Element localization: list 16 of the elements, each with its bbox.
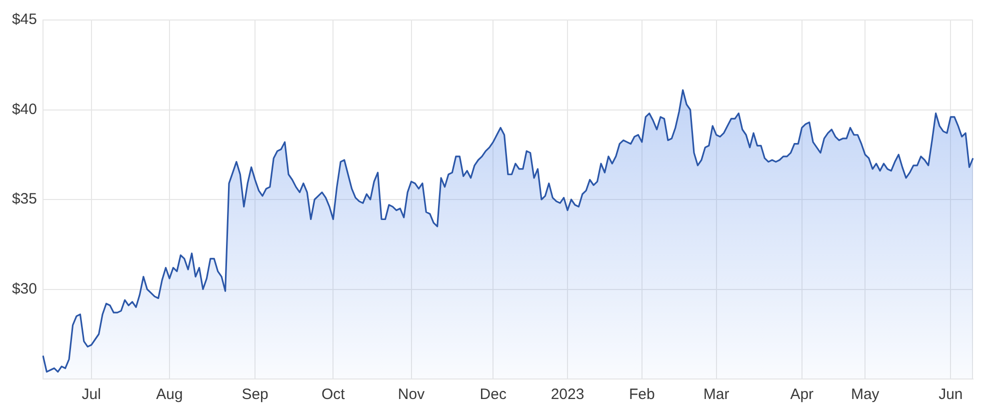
x-tick-label: Jun: [938, 386, 963, 404]
y-tick-label: $40: [12, 100, 37, 118]
x-tick-label: 2023: [550, 386, 584, 404]
x-tick-label: Feb: [628, 386, 655, 404]
x-tick-label: Aug: [156, 386, 183, 404]
x-tick-label: May: [850, 386, 880, 404]
x-tick-label: Apr: [790, 386, 814, 404]
x-tick-label: Nov: [398, 386, 426, 404]
y-tick-label: $30: [12, 280, 37, 298]
x-tick-label: Sep: [242, 386, 268, 404]
x-tick-label: Mar: [703, 386, 730, 404]
y-tick-label: $35: [12, 190, 37, 208]
x-tick-label: Dec: [480, 386, 507, 404]
x-tick-label: Oct: [321, 386, 346, 404]
y-tick-label: $45: [12, 11, 37, 28]
x-tick-label: Jul: [82, 386, 101, 404]
